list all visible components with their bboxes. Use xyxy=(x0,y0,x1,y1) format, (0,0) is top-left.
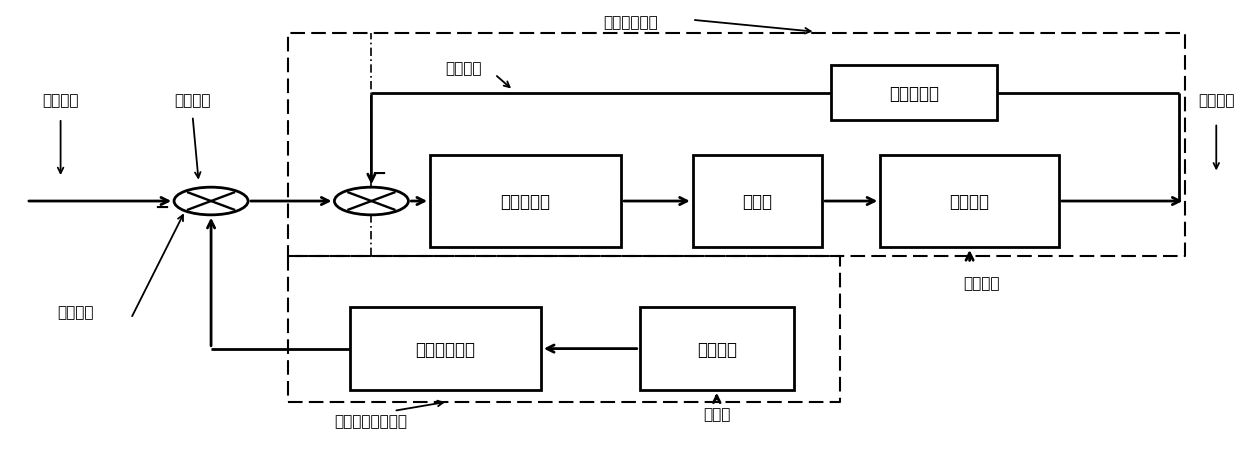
Text: 执行器: 执行器 xyxy=(743,193,773,211)
Text: −: − xyxy=(371,164,387,182)
Text: 主动柔顺特性: 主动柔顺特性 xyxy=(415,340,475,358)
Bar xyxy=(640,307,794,390)
Text: 位置偏差: 位置偏差 xyxy=(57,305,94,319)
Text: 力传感器: 力传感器 xyxy=(697,340,737,358)
Circle shape xyxy=(335,188,408,215)
Text: −: − xyxy=(154,198,170,216)
Text: 外负载力: 外负载力 xyxy=(963,275,1001,290)
Bar xyxy=(831,66,997,121)
Circle shape xyxy=(174,188,248,215)
Text: 输出位置: 输出位置 xyxy=(1198,93,1235,108)
Bar xyxy=(693,156,822,248)
Bar xyxy=(430,156,621,248)
Text: 期望位置: 期望位置 xyxy=(175,93,211,108)
Text: 实际位置: 实际位置 xyxy=(445,61,482,75)
Text: 位置控制内环: 位置控制内环 xyxy=(603,15,657,30)
Text: 主动柔顺控制外环: 主动柔顺控制外环 xyxy=(335,413,408,428)
Bar xyxy=(350,307,541,390)
Text: 干扰力: 干扰力 xyxy=(703,407,730,421)
Text: 位置传感器: 位置传感器 xyxy=(889,84,939,102)
Text: 负载特性: 负载特性 xyxy=(950,193,990,211)
Text: 输入位置: 输入位置 xyxy=(42,93,79,108)
Bar xyxy=(880,156,1059,248)
Text: 位置控制器: 位置控制器 xyxy=(501,193,551,211)
